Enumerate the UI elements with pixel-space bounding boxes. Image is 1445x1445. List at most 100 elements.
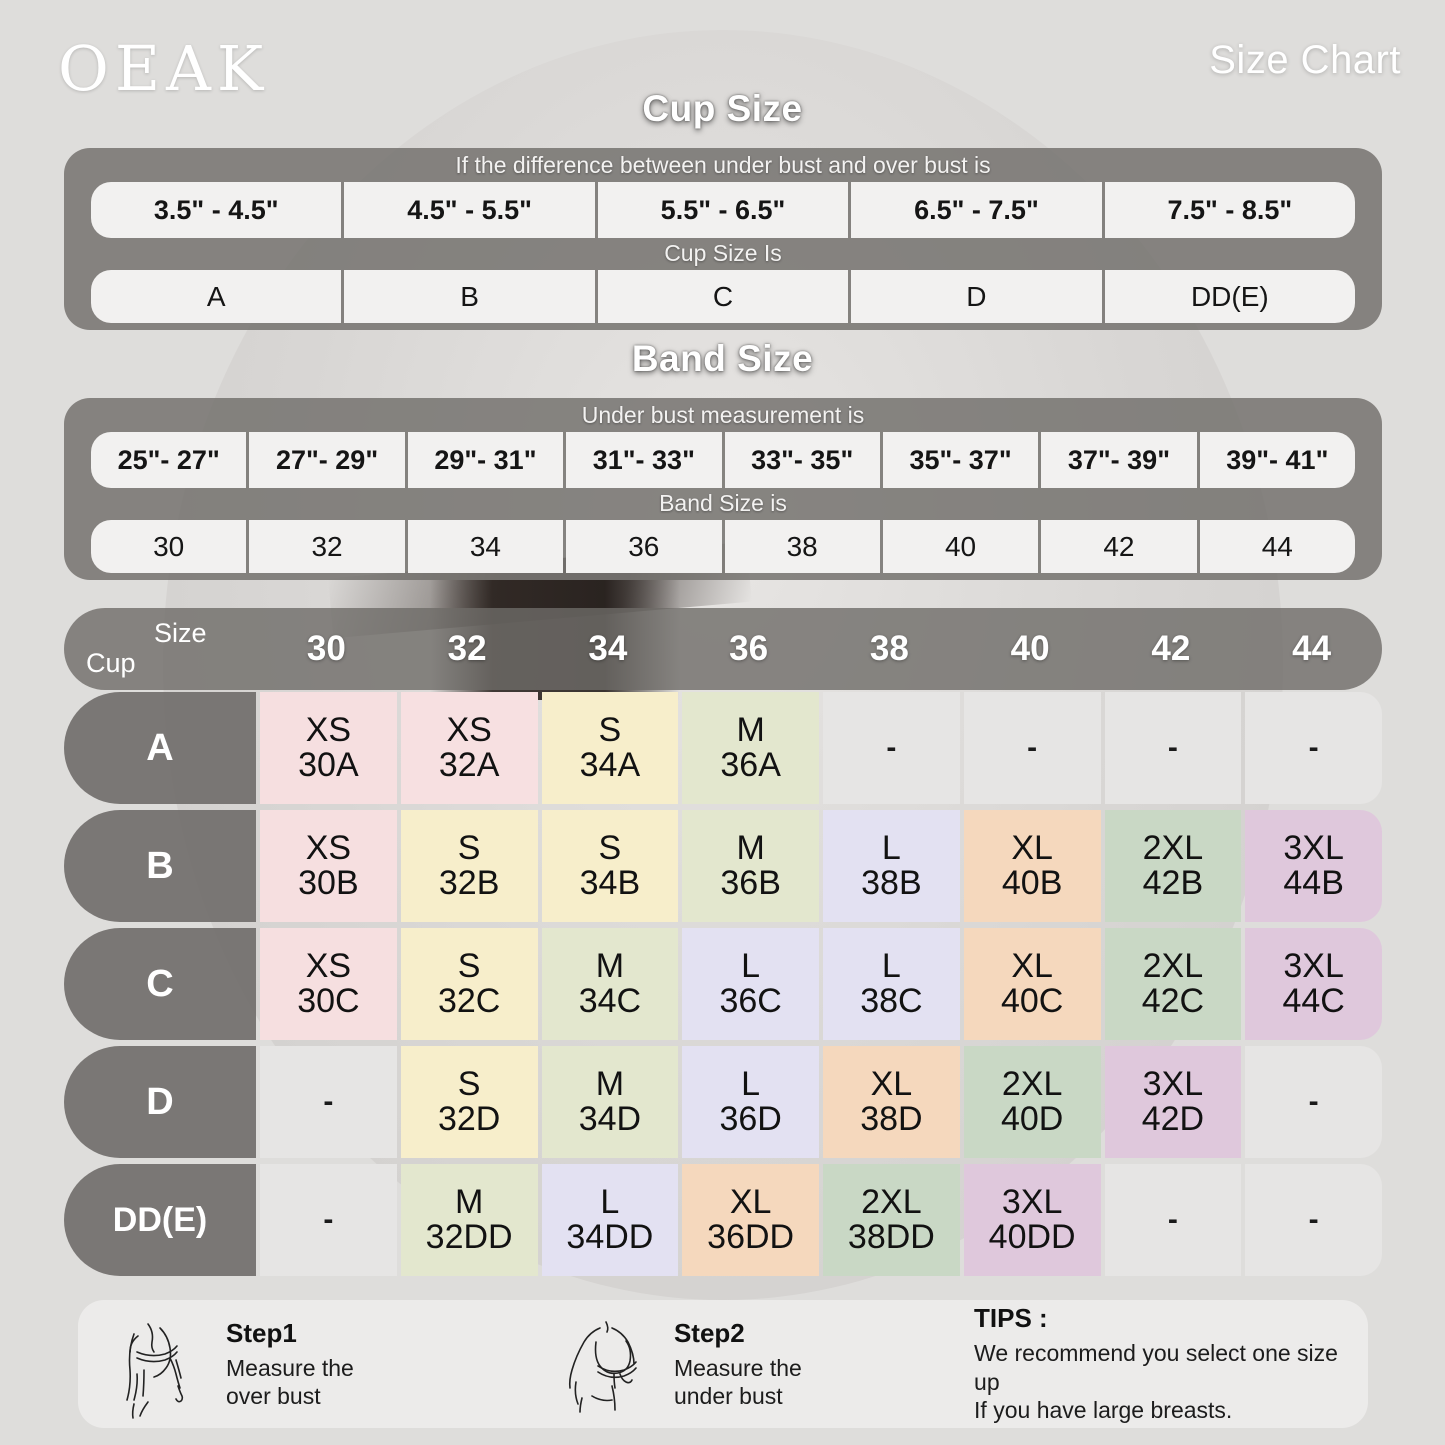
- matrix-cell-36B: M 36B: [682, 810, 819, 922]
- cup-range-pill-3: 6.5" - 7.5": [851, 182, 1102, 238]
- cell-size-full: 38DD: [847, 1218, 935, 1256]
- cup-range-pill-1: 4.5" - 5.5": [344, 182, 595, 238]
- matrix-cell-32A: XS 32A: [400, 692, 538, 804]
- cell-size-full: 38D: [860, 1100, 923, 1138]
- cell-size-letter: M: [736, 829, 765, 868]
- cell-size-letter: 2XL: [1142, 947, 1204, 986]
- cell-size-letter: M: [736, 711, 765, 750]
- matrix-corner-cup-label: Cup: [86, 648, 136, 678]
- step1-line1: Measure the: [226, 1354, 354, 1381]
- cell-size-letter: XS: [305, 947, 352, 986]
- cup-size-subtitle: If the difference between under bust and…: [455, 152, 991, 178]
- matrix-cell-34A: S 34A: [541, 692, 679, 804]
- cell-size-letter: XL: [729, 1183, 772, 1222]
- cell-size-letter: 3XL: [1283, 947, 1344, 986]
- tips-line2: If you have large breasts.: [974, 1397, 1233, 1424]
- band-range-pill-4: 33"- 35": [724, 432, 880, 488]
- matrix-band-header-32: 32: [447, 629, 487, 668]
- band-value-pill-5: 40: [882, 520, 1039, 573]
- band-range-pill-7: 39"- 41": [1199, 432, 1355, 488]
- cell-size-full: 32A: [438, 746, 500, 784]
- cup-label-B: B: [64, 810, 256, 922]
- cell-size-letter: L: [741, 947, 761, 986]
- cell-size-full: 32D: [437, 1100, 501, 1138]
- cell-size-letter: 2XL: [1142, 829, 1204, 868]
- matrix-row-cells: XS 30A XS 32A S 34A M 36A - - - -: [256, 692, 1382, 804]
- cell-size-full: 34D: [578, 1100, 642, 1138]
- cell-size-letter: 2XL: [861, 1183, 922, 1222]
- matrix-cell-36A: M 36A: [682, 692, 819, 804]
- cell-size-full: 42C: [1141, 982, 1205, 1020]
- cup-label-DDE: DD(E): [64, 1164, 256, 1276]
- cell-size-letter: 2XL: [1001, 1065, 1063, 1104]
- cell-size-full: 38C: [860, 982, 923, 1020]
- cell-size-full: 30B: [298, 864, 359, 902]
- step2-block: Step2 Measure the under bust: [552, 1308, 940, 1420]
- measuring-guide-strip: Step1 Measure the over bust: [78, 1300, 1368, 1428]
- band-value-pill-3: 36: [566, 520, 722, 573]
- cell-size-full: 36D: [719, 1100, 782, 1138]
- cell-size-full: 36A: [720, 746, 781, 784]
- page-title: Size Chart: [1209, 38, 1401, 82]
- matrix-cell-30B: XS 30B: [260, 810, 397, 922]
- cup-label-A: A: [64, 692, 256, 804]
- matrix-cell-34B: S 34B: [541, 810, 679, 922]
- cell-size-letter: XS: [305, 711, 352, 750]
- matrix-row-B: B XS 30B S 32B S 34B M 36B L 38B XL 40B 2XL 42B 3XL 44B: [64, 810, 1382, 922]
- matrix-cell-38D: XL 38D: [823, 1046, 960, 1158]
- cup-result-label: Cup Size Is: [664, 240, 782, 266]
- cell-size-full: 36B: [720, 864, 781, 902]
- band-value-pill-2: 34: [407, 520, 564, 573]
- cell-size-letter: S: [457, 829, 481, 868]
- cup-size-panel: If the difference between under bust and…: [64, 148, 1382, 330]
- matrix-cell-32C: S 32C: [400, 928, 538, 1040]
- step1-title: Step1: [226, 1317, 297, 1348]
- matrix-cell-36DD: XL 36DD: [682, 1164, 819, 1276]
- matrix-cell-42D: 3XL 42D: [1104, 1046, 1242, 1158]
- cell-size-letter: XS: [446, 711, 492, 750]
- band-range-pill-3: 31"- 33": [566, 432, 722, 488]
- cup-value-pill-2: C: [597, 270, 849, 323]
- matrix-row-DDE: DD(E) - M 32DD L 34DD XL 36DD 2XL 38DD 3XL 40DD - -: [64, 1164, 1382, 1276]
- cell-size-letter: L: [881, 947, 901, 986]
- cell-size-full: 40C: [1000, 982, 1064, 1020]
- band-size-heading: Band Size: [631, 338, 814, 379]
- band-size-subtitle: Under bust measurement is: [581, 402, 865, 428]
- cup-value-pill-3: D: [851, 270, 1102, 323]
- matrix-cell-38C: L 38C: [823, 928, 960, 1040]
- band-result-label: Band Size is: [659, 490, 787, 516]
- matrix-corner-cell: Size Cup: [64, 608, 256, 690]
- cell-size-letter: XL: [1011, 947, 1053, 986]
- band-size-panel: Under bust measurement is 25"- 27" 27"- 2…: [64, 398, 1382, 580]
- matrix-cell-38B: L 38B: [823, 810, 960, 922]
- matrix-band-header-42: 42: [1151, 629, 1191, 668]
- matrix-cell-40A-empty: -: [963, 692, 1101, 804]
- cell-size-full: 40B: [1001, 864, 1063, 902]
- cell-size-letter: XL: [870, 1065, 913, 1104]
- cell-size-full: 32B: [438, 864, 500, 902]
- step1-text: Step1 Measure the over bust: [226, 1318, 354, 1410]
- tips-line1: We recommend you select one size up: [974, 1339, 1338, 1395]
- band-value-pill-1: 32: [249, 520, 405, 573]
- matrix-cell-34C: M 34C: [541, 928, 679, 1040]
- cell-size-full: 36DD: [707, 1218, 795, 1256]
- band-range-pill-6: 37"- 39": [1041, 432, 1197, 488]
- matrix-band-header-40: 40: [1010, 629, 1050, 668]
- band-value-pill-6: 42: [1041, 520, 1197, 573]
- cup-range-row: 3.5" - 4.5" 4.5" - 5.5" 5.5" - 6.5" 6.5" - …: [91, 182, 1356, 238]
- cup-label-C: C: [64, 928, 256, 1040]
- cup-label-D: D: [64, 1046, 256, 1158]
- cell-size-full: 40D: [1000, 1100, 1064, 1138]
- cell-size-letter: 3XL: [1283, 829, 1344, 868]
- band-range-pill-1: 27"- 29": [249, 432, 405, 488]
- matrix-row-cells: - M 32DD L 34DD XL 36DD 2XL 38DD 3XL 40DD - -: [256, 1164, 1382, 1276]
- matrix-cell-30D-empty: -: [260, 1046, 397, 1158]
- matrix-cell-30DDE-empty: -: [260, 1164, 397, 1276]
- brand-logo: OEAK: [58, 32, 270, 105]
- matrix-cell-38A-empty: -: [823, 692, 960, 804]
- matrix-row-cells: XS 30C S 32C M 34C L 36C L 38C XL 40C 2XL 42C 3XL 44C: [256, 928, 1382, 1040]
- matrix-corner-size-label: Size: [154, 618, 207, 648]
- matrix-cell-40B: XL 40B: [963, 810, 1101, 922]
- cell-size-letter: XS: [305, 829, 352, 868]
